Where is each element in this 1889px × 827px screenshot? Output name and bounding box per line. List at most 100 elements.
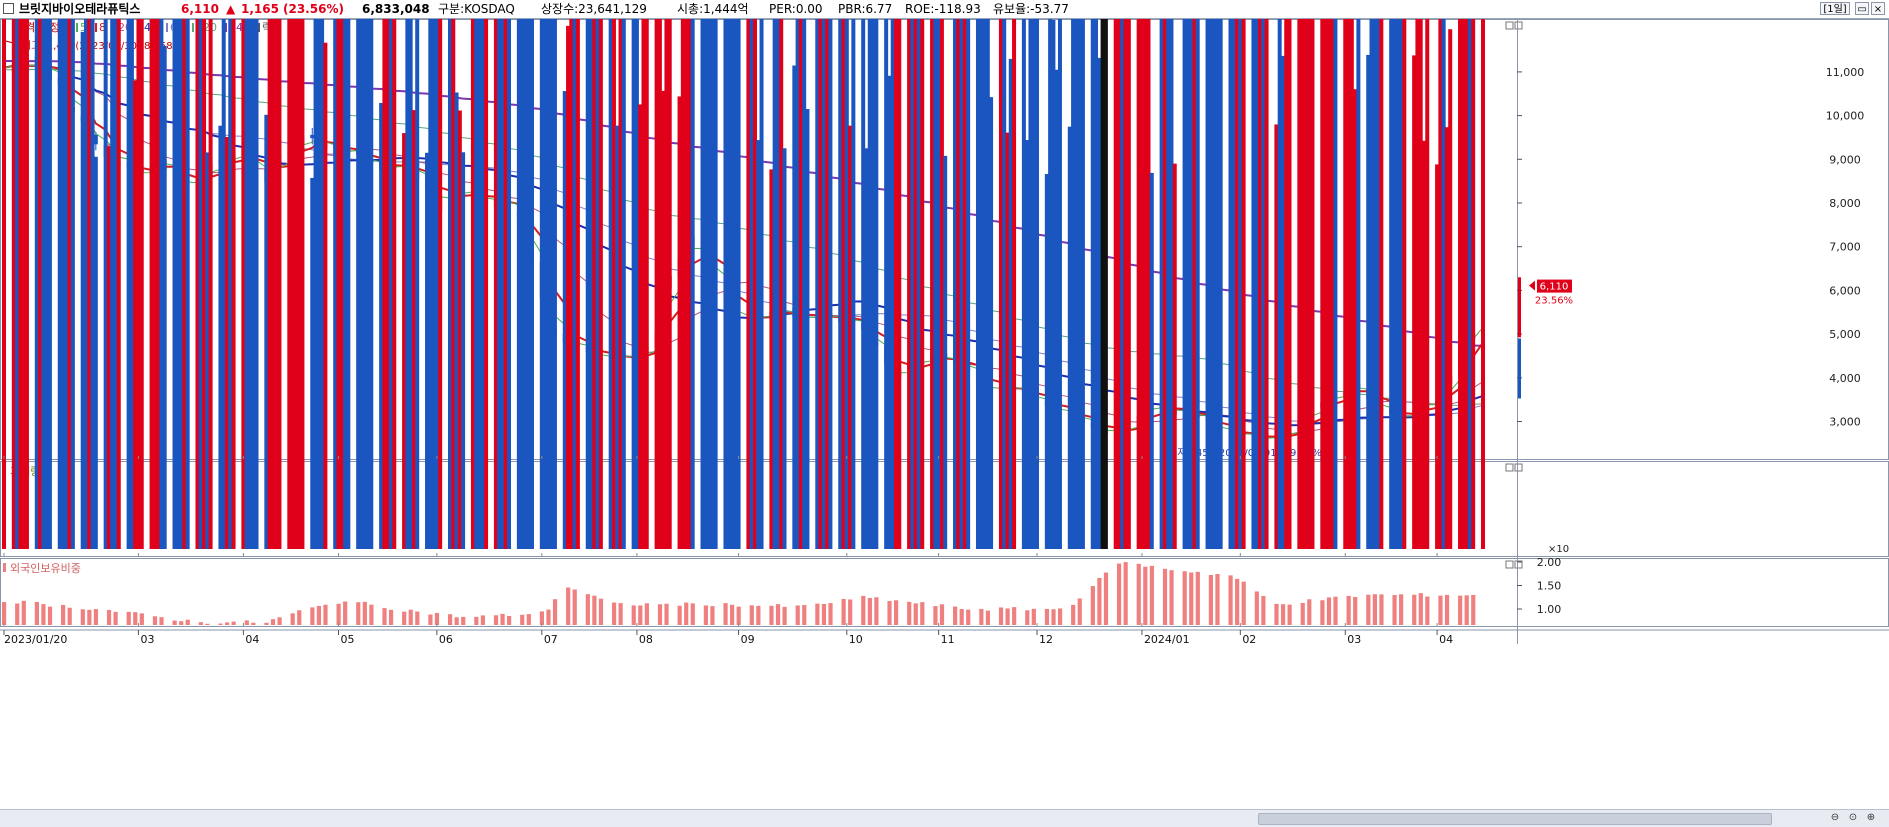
foreign-bar [80,609,85,625]
volume-bar [1376,19,1381,549]
foreign-bar [93,609,99,625]
foreign-bar [126,611,131,625]
volume-bar [1277,19,1282,549]
volume-bar [818,19,823,549]
zoom-in-icon[interactable]: ⊕ [1866,812,1876,823]
volume-bar [1195,19,1200,549]
volume-bar [362,19,367,549]
market-type: 구분:KOSDAQ [438,2,515,16]
zoom-out-icon[interactable]: ⊖ [1830,812,1840,823]
foreign-bar [61,604,66,625]
x-tick-label: 07 [544,633,558,646]
volume-bar [205,152,210,549]
stock-chart[interactable]: 3,000 4,000 5,000 6,000 7,000 8,000 9,000 10,00… [0,19,1889,809]
volume-bar [798,19,803,549]
volume-bar [874,19,879,550]
volume-bar [356,19,361,549]
price-tag-pct: 23.56% [1535,296,1573,307]
close-icon[interactable]: × [1871,2,1885,15]
candle [310,134,315,139]
reserve-ratio: 유보율:-53.77 [993,2,1069,16]
foreign-bar [218,623,223,625]
volume-bar [552,19,557,549]
foreign-bar [1320,600,1325,625]
volume-bar [828,19,833,549]
foreign-bar [493,615,499,625]
x-tick-label: 09 [741,633,755,646]
foreign-bar [848,599,853,625]
volume-bar [526,19,531,550]
foreign-bar [821,604,827,625]
volume-bar [1159,19,1164,549]
volume-bar [480,19,485,549]
foreign-bar [1149,565,1154,625]
volume-bar [1372,19,1377,549]
volume-bar [779,19,784,549]
panel-close-icon [1514,560,1523,569]
volume-bar [680,19,685,550]
foreign-bar [861,595,866,625]
foreign-title: 외국인보유비중 [10,562,81,575]
foreign-bar [539,611,545,625]
volume-bar [1054,69,1059,550]
restore-icon[interactable]: ▭ [1855,2,1869,15]
scroll-thumb[interactable] [1258,813,1772,825]
market-cap: 시총:1,444억 [677,2,749,16]
volume-bar [920,19,925,549]
volume-bar [1402,19,1407,549]
y-tick-label: 4,000 [1829,372,1861,385]
volume-bar [1303,19,1308,549]
foreign-bar [21,600,26,625]
select-checkbox[interactable] [3,3,14,14]
volume-bar [654,19,659,549]
volume-bar [529,19,534,549]
volume-bar [1287,19,1292,549]
volume-bar [887,75,892,549]
foreign-bar [447,614,453,625]
volume-bar [1136,19,1141,549]
foreign-bar [979,608,984,625]
volume-bar [1169,19,1174,549]
x-tick-label: 2023/01/20 [4,633,67,646]
foreign-bar [802,605,807,625]
foreign-bar [749,605,754,625]
pbr-value: PBR:6.77 [838,2,893,16]
foreign-bar [388,609,394,625]
foreign-bar [1182,571,1187,625]
foreign-bars [2,562,1476,625]
volume-bar [982,19,987,549]
foreign-bar [1287,604,1292,625]
volume-bar [447,19,452,549]
foreign-bar [1136,563,1141,625]
volume-bar [566,25,571,549]
volume-bar [1353,89,1358,549]
period-button[interactable]: [1일] [1820,2,1850,15]
volume-bar [985,19,990,549]
volume-bar [1258,19,1263,549]
volume-bar [1205,19,1210,550]
volume-bar [841,19,846,550]
volume-bar [231,19,236,550]
volume-bar [1412,55,1417,549]
volume-bar [61,19,66,549]
volume-bar [1392,19,1397,549]
foreign-bar [480,615,485,625]
volume-bar [598,19,603,549]
x-tick-label: 12 [1039,633,1053,646]
horizontal-scrollbar[interactable]: ⊖ ⊙ ⊕ [0,809,1889,827]
volume-bar [1149,172,1154,549]
foreign-bar [356,602,361,625]
volume-bar [129,19,134,550]
foreign-bar [644,603,649,625]
volume-bar [595,19,600,549]
volume-bar [713,19,718,549]
foreign-bar [657,604,663,625]
foreign-bar [828,603,833,625]
change-arrow-icon: ▲ [226,2,236,16]
foreign-bar [1005,608,1010,625]
volume-bar [585,19,590,549]
foreign-bar [1366,594,1371,625]
volume-bar [1310,19,1315,549]
volume-bar [861,19,866,549]
zoom-reset-icon[interactable]: ⊙ [1848,812,1858,823]
